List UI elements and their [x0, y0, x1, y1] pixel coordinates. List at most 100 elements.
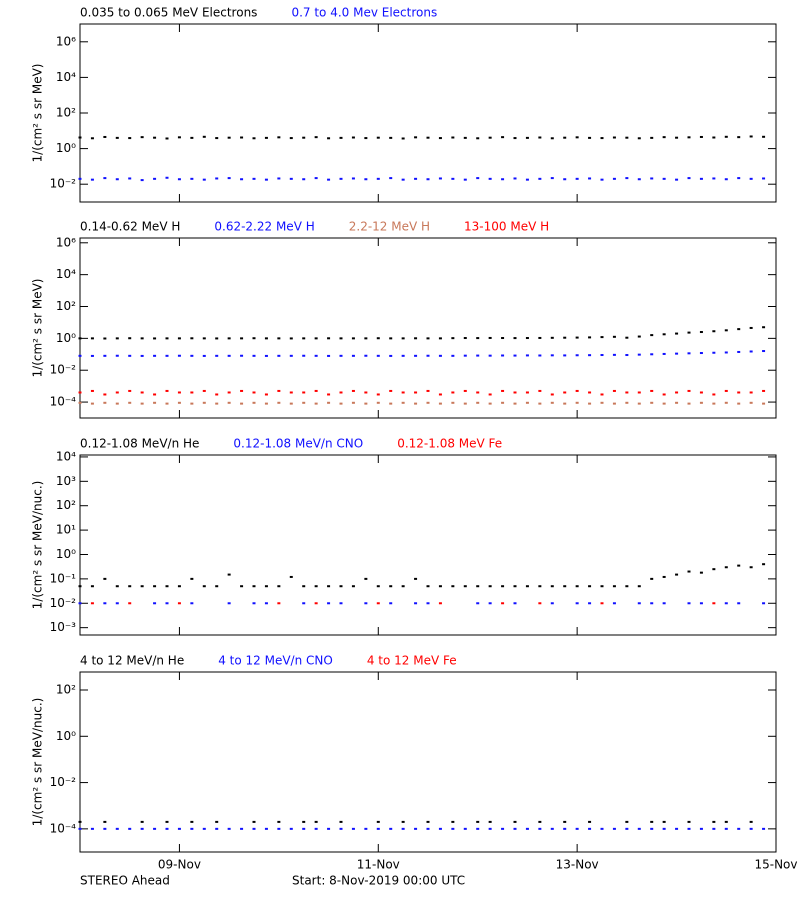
data-point: [662, 177, 666, 180]
data-point: [115, 136, 119, 139]
data-point: [240, 389, 244, 392]
data-point: [177, 354, 181, 357]
legend-entry: 13-100 MeV H: [464, 220, 549, 234]
data-point: [513, 137, 517, 140]
y-tick-label: 10²: [56, 299, 76, 313]
data-point: [351, 354, 355, 357]
data-point: [476, 337, 480, 340]
data-point: [712, 177, 716, 180]
data-point: [401, 178, 405, 181]
footer-left: STEREO Ahead: [80, 874, 170, 888]
data-point: [625, 136, 629, 139]
data-point: [78, 354, 82, 357]
data-point: [749, 566, 753, 569]
data-point: [339, 827, 343, 830]
data-point: [724, 566, 728, 569]
data-point: [762, 827, 766, 830]
y-tick-label: 10¹: [56, 523, 76, 537]
data-point: [699, 331, 703, 334]
data-point: [451, 337, 455, 340]
data-point: [712, 602, 716, 605]
data-point: [724, 820, 728, 823]
data-point: [103, 135, 107, 138]
data-point: [351, 827, 355, 830]
data-point: [712, 568, 716, 571]
data-point: [78, 827, 82, 830]
data-point: [240, 178, 244, 181]
data-point: [588, 136, 592, 139]
data-point: [612, 402, 616, 405]
data-point: [525, 337, 529, 340]
data-point: [762, 402, 766, 405]
data-point: [327, 401, 331, 404]
data-point: [538, 820, 542, 823]
plot-frame: [79, 23, 777, 203]
data-point: [737, 391, 741, 394]
data-point: [575, 401, 579, 404]
y-tick-label: 10⁻³: [50, 620, 77, 634]
data-point: [314, 585, 318, 588]
data-point: [103, 337, 107, 340]
data-point: [575, 602, 579, 605]
data-point: [227, 354, 231, 357]
data-point: [364, 137, 368, 140]
data-point: [550, 177, 554, 180]
data-point: [153, 136, 157, 139]
data-point: [699, 352, 703, 355]
data-point: [302, 602, 306, 605]
data-point: [302, 391, 306, 394]
data-point: [202, 178, 206, 181]
data-point: [202, 401, 206, 404]
data-point: [78, 391, 82, 394]
data-point: [612, 389, 616, 392]
data-point: [463, 402, 467, 405]
data-point: [140, 391, 144, 394]
data-point: [650, 177, 654, 180]
data-point: [90, 337, 94, 340]
data-point: [364, 602, 368, 605]
data-point: [488, 827, 492, 830]
data-point: [662, 827, 666, 830]
data-point: [215, 827, 219, 830]
data-point: [675, 391, 679, 394]
data-point: [737, 402, 741, 405]
data-point: [277, 401, 281, 404]
data-point: [414, 402, 418, 405]
data-point: [414, 577, 418, 580]
data-point: [302, 827, 306, 830]
data-point: [588, 585, 592, 588]
data-point: [190, 391, 194, 394]
data-point: [513, 602, 517, 605]
data-point: [277, 354, 281, 357]
data-point: [687, 352, 691, 355]
data-point: [140, 354, 144, 357]
data-point: [426, 401, 430, 404]
data-point: [451, 177, 455, 180]
data-point: [153, 602, 157, 605]
data-point: [314, 402, 318, 405]
data-point: [376, 136, 380, 139]
data-point: [389, 354, 393, 357]
data-point: [264, 136, 268, 139]
data-point: [165, 176, 169, 179]
data-point: [737, 136, 741, 139]
data-point: [289, 575, 293, 578]
data-point: [277, 136, 281, 139]
data-point: [252, 337, 256, 340]
data-point: [588, 391, 592, 394]
data-point: [128, 389, 132, 392]
data-point: [339, 354, 343, 357]
data-point: [190, 577, 194, 580]
data-point: [575, 136, 579, 139]
data-point: [426, 178, 430, 181]
data-point: [153, 354, 157, 357]
data-point: [538, 136, 542, 139]
data-point: [675, 352, 679, 355]
data-point: [650, 820, 654, 823]
data-point: [78, 401, 82, 404]
legend-entry: 2.2-12 MeV H: [349, 220, 430, 234]
data-point: [376, 177, 380, 180]
data-point: [612, 602, 616, 605]
data-point: [252, 820, 256, 823]
